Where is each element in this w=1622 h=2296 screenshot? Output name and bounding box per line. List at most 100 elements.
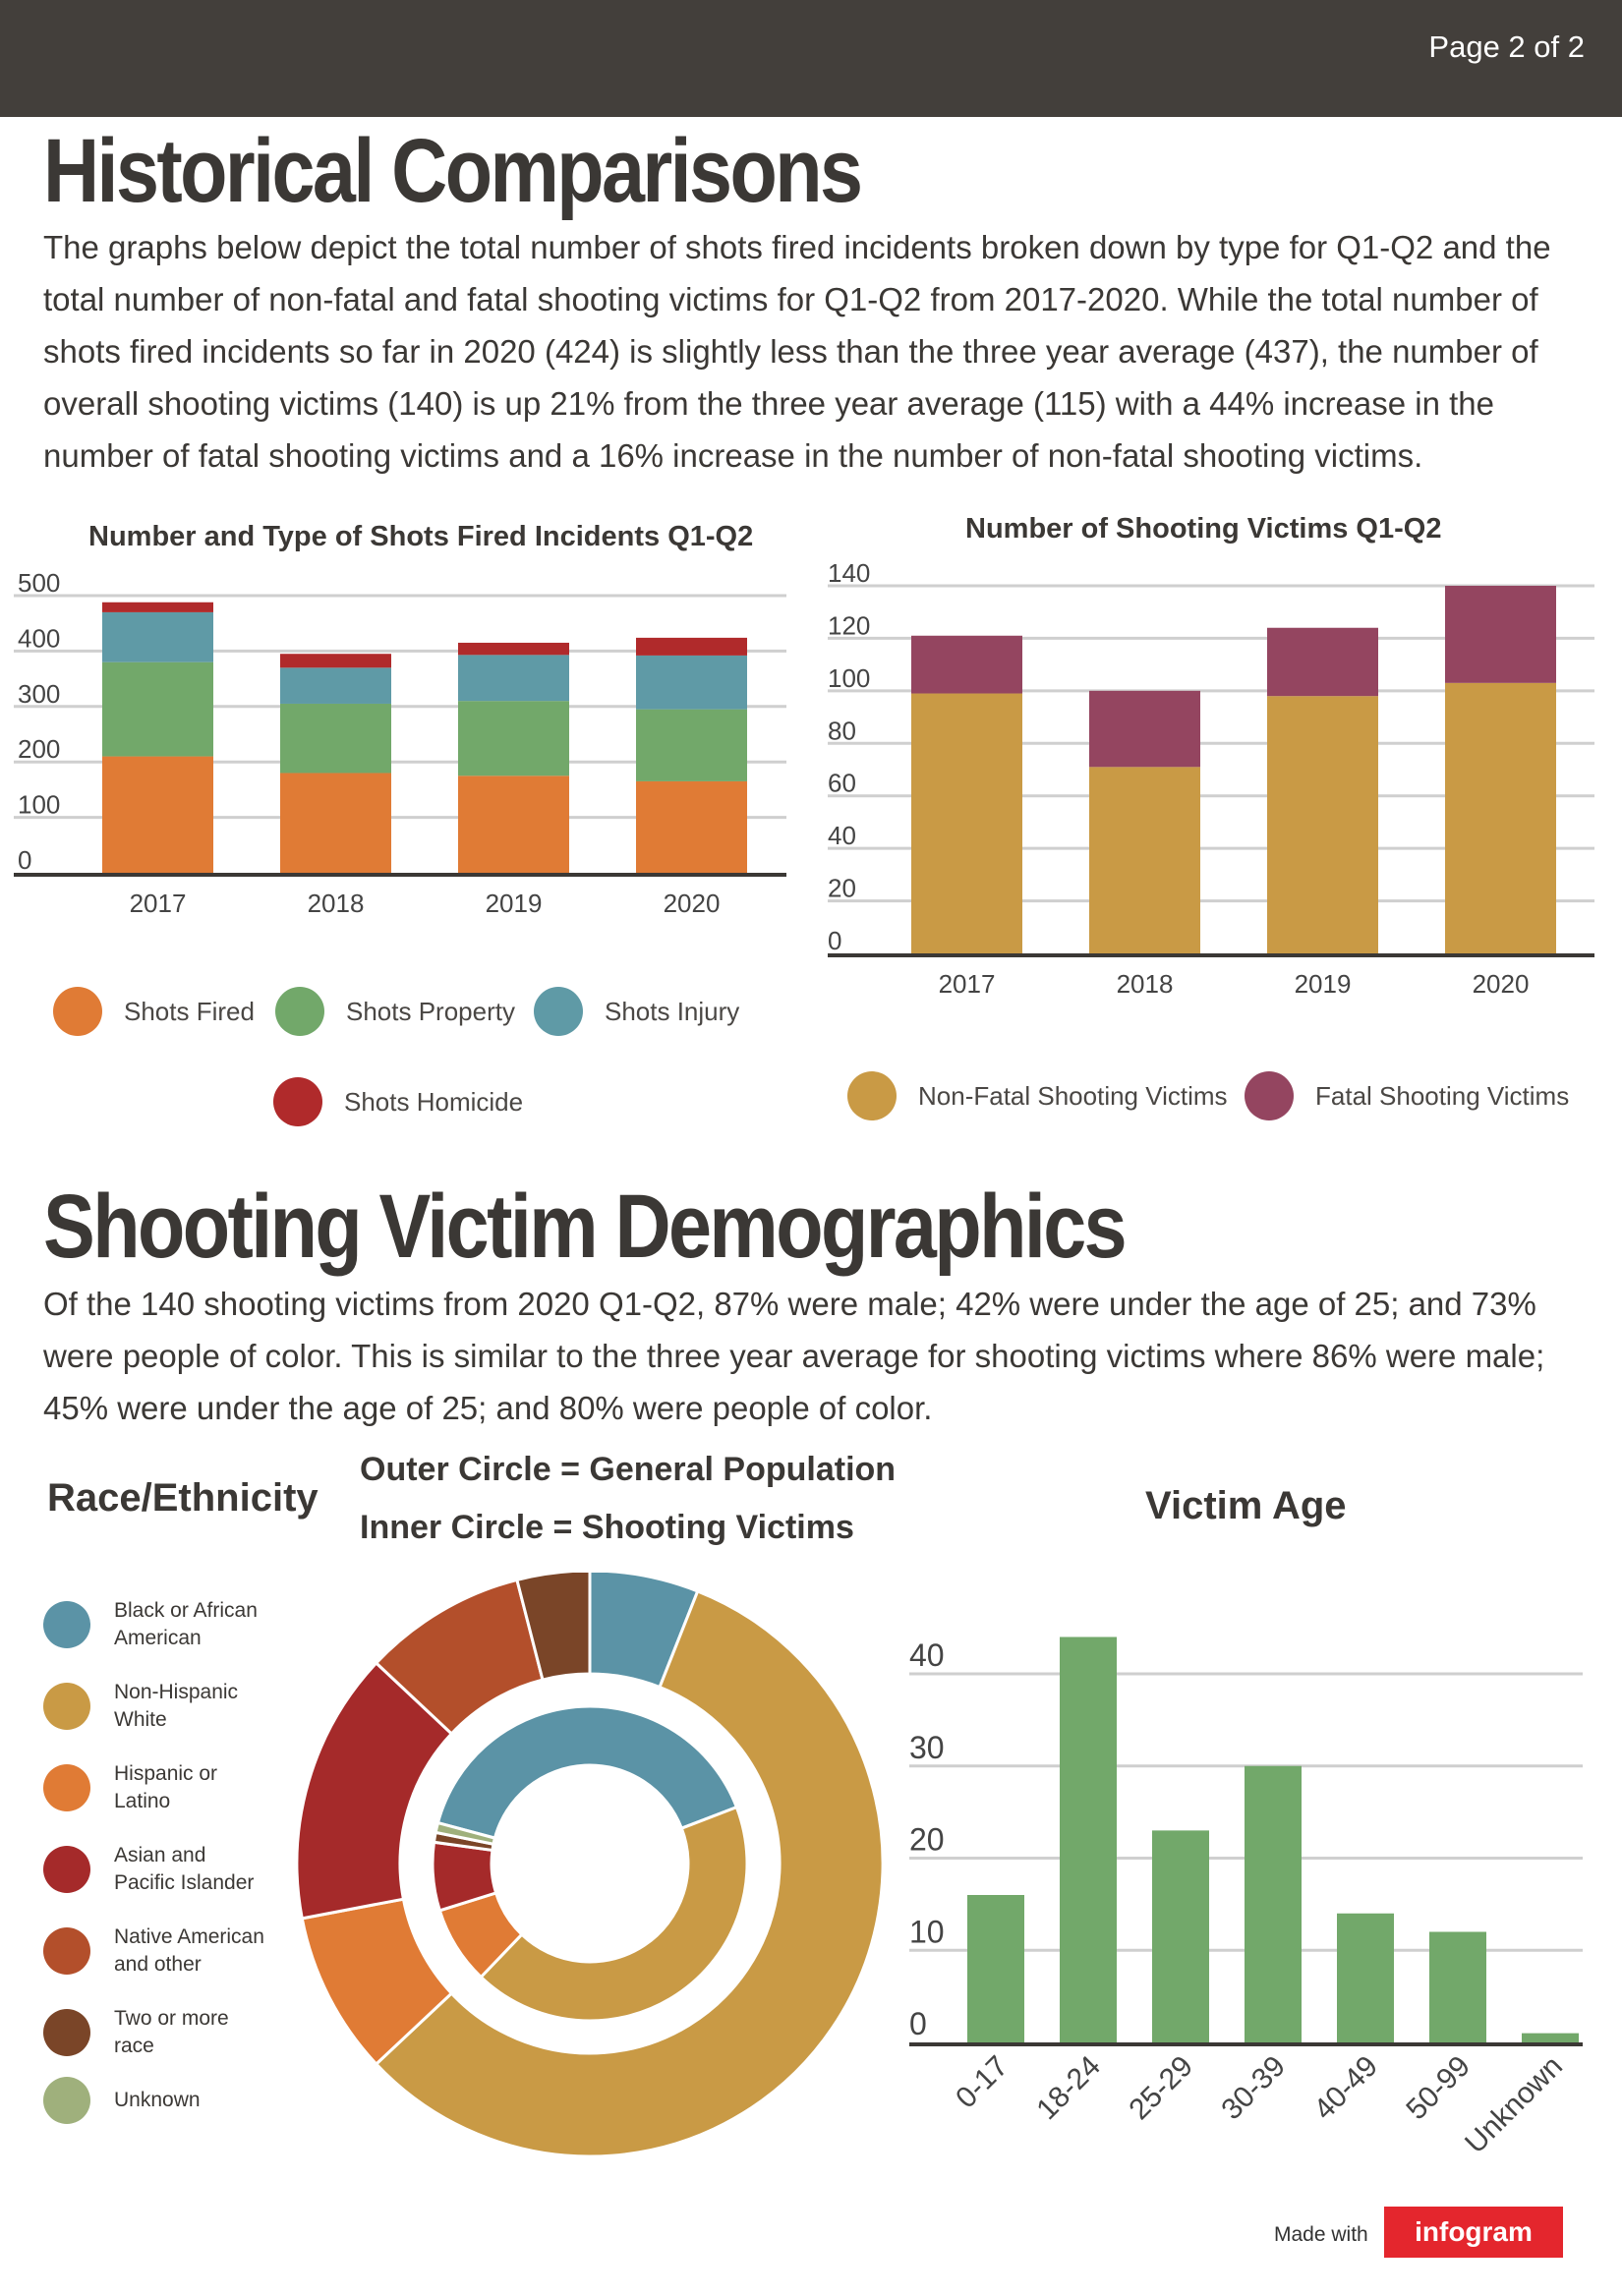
race-legend-item-hispanic-or-latino: Hispanic or Latino — [43, 1760, 271, 1815]
victims-y-tick: 100 — [828, 663, 870, 693]
shots-fired-bar-shots-injury-2018 — [280, 667, 391, 704]
shots-fired-bar-shots-homicide-2018 — [280, 654, 391, 668]
legend-label: Shots Fired — [124, 996, 255, 1026]
race-legend-item-non-hispanic-white: Non-Hispanic White — [43, 1679, 271, 1734]
victims-legend-non-fatal-shooting-victims: Non-Fatal Shooting Victims — [847, 1071, 1228, 1120]
shots-fired-legend-shots-property: Shots Property — [275, 987, 515, 1036]
made-with-label: Made with — [1274, 2223, 1368, 2246]
shooting-victims-chart: 0 20 40 60 80 100 120 140 2017 2018 2019 2020 — [828, 558, 1594, 999]
shooting-victims-chart-title: Number of Shooting Victims Q1-Q2 — [965, 513, 1442, 545]
age-x-label: Unknown — [1459, 2050, 1569, 2160]
shots-fired-y-tick: 200 — [18, 734, 60, 764]
victims-y-tick: 60 — [828, 769, 856, 798]
shots-fired-x-label: 2018 — [308, 889, 365, 918]
shots-fired-bar-shots-fired-2019 — [458, 775, 569, 873]
legend-label: Native American and other — [114, 1925, 264, 1976]
shots-fired-y-tick: 100 — [18, 790, 60, 820]
shots-fired-bar-shots-homicide-2017 — [102, 602, 213, 612]
victims-x-label: 2017 — [939, 969, 996, 999]
legend-label: Shots Property — [346, 996, 515, 1026]
race-legend-item-asian-and-pacific-islander: Asian and Pacific Islander — [43, 1842, 271, 1897]
shots-fired-x-label: 2020 — [664, 889, 721, 918]
age-y-tick: 30 — [909, 1730, 945, 1765]
shots-fired-chart: 0 100 200 300 400 500 2017 2018 2019 2020 — [14, 568, 786, 918]
shots-fired-x-label: 2019 — [486, 889, 543, 918]
victims-x-label: 2020 — [1473, 969, 1530, 999]
age-bar-40-49 — [1337, 1913, 1394, 2042]
victims-y-tick: 80 — [828, 716, 856, 745]
legend-label: Non-Hispanic White — [114, 1681, 239, 1731]
legend-swatch — [847, 1071, 897, 1120]
age-bar-0-17 — [967, 1895, 1024, 2042]
race-legend-item-black-or-african-american: Black or African American — [43, 1597, 271, 1652]
shots-fired-y-tick: 400 — [18, 623, 60, 653]
legend-label: Shots Injury — [605, 996, 740, 1026]
legend-swatch — [273, 1077, 322, 1126]
legend-label: Non-Fatal Shooting Victims — [918, 1080, 1228, 1111]
outer-ring-slice-two-or-more-race — [515, 1573, 592, 1682]
victims-x-label: 2018 — [1117, 969, 1174, 999]
legend-swatch — [534, 987, 583, 1036]
race-legend-item-two-or-more-race: Two or more race — [43, 2005, 271, 2060]
demographics-title: Shooting Victim Demographics — [43, 1177, 1128, 1277]
age-x-label: 25-29 — [1123, 2050, 1199, 2127]
shots-fired-bar-shots-homicide-2019 — [458, 642, 569, 656]
victim-age-title: Victim Age — [1145, 1484, 1347, 1527]
top-bar: Page 2 of 2 — [0, 0, 1622, 117]
age-x-label: 40-49 — [1307, 2050, 1384, 2127]
shots-fired-bar-shots-injury-2017 — [102, 611, 213, 662]
shots-fired-x-label: 2017 — [130, 889, 187, 918]
legend-swatch — [1245, 1071, 1294, 1120]
legend-label: Hispanic or Latino — [114, 1762, 218, 1812]
legend-label: Asian and Pacific Islander — [114, 1844, 255, 1894]
victims-bar-non-fatal-shooting-victims-2020 — [1445, 682, 1556, 953]
victims-bar-fatal-shooting-victims-2020 — [1445, 586, 1556, 683]
victim-age-chart: 0 10 20 30 40 0-17 18-24 25-29 30-39 40-49 50-99Un… — [909, 1636, 1583, 2160]
shots-fired-bar-shots-fired-2018 — [280, 773, 391, 873]
infogram-logo[interactable]: infogram — [1384, 2207, 1563, 2258]
shots-fired-bar-shots-fired-2017 — [102, 756, 213, 873]
race-ethnicity-title: Race/Ethnicity — [47, 1476, 319, 1520]
victims-bar-non-fatal-shooting-victims-2019 — [1267, 696, 1378, 953]
shots-fired-bar-shots-injury-2019 — [458, 655, 569, 702]
victims-bar-non-fatal-shooting-victims-2018 — [1089, 767, 1200, 953]
shots-fired-bar-shots-property-2019 — [458, 701, 569, 776]
victims-y-tick: 40 — [828, 821, 856, 850]
inner-ring-slice-black-or-african-american — [435, 1704, 739, 1840]
age-y-tick: 10 — [909, 1914, 945, 1949]
victims-bar-non-fatal-shooting-victims-2017 — [911, 693, 1022, 953]
race-donut-chart — [295, 1573, 885, 2158]
age-x-label: 30-39 — [1215, 2050, 1292, 2127]
historical-comparisons-title: Historical Comparisons — [43, 121, 863, 221]
outer-ring-slice-non-hispanic-white — [374, 1588, 885, 2158]
shots-fired-bar-shots-property-2020 — [636, 709, 747, 781]
victims-bar-fatal-shooting-victims-2017 — [911, 635, 1022, 694]
age-bar-18-24 — [1060, 1636, 1117, 2042]
shots-fired-y-tick: 300 — [18, 679, 60, 709]
shots-fired-y-tick: 0 — [18, 845, 31, 875]
victims-bar-fatal-shooting-victims-2018 — [1089, 690, 1200, 768]
legend-swatch — [43, 2077, 90, 2124]
age-y-tick: 0 — [909, 2006, 927, 2041]
legend-label: Black or African American — [114, 1599, 258, 1649]
shots-fired-legend-shots-injury: Shots Injury — [534, 987, 739, 1036]
race-legend-item-native-american-and-other: Native American and other — [43, 1923, 271, 1979]
page-indicator: Page 2 of 2 — [1428, 29, 1585, 64]
age-x-label: 18-24 — [1030, 2050, 1107, 2127]
shots-fired-bar-shots-property-2018 — [280, 703, 391, 774]
inner-ring-slice-non-hispanic-white — [479, 1805, 749, 2023]
victims-bar-fatal-shooting-victims-2019 — [1267, 627, 1378, 697]
legend-swatch — [275, 987, 324, 1036]
legend-swatch — [43, 1846, 90, 1893]
race-legend-item-unknown: Unknown — [43, 2077, 271, 2124]
age-y-tick: 40 — [909, 1637, 945, 1673]
age-x-label: 0-17 — [950, 2050, 1014, 2115]
legend-swatch — [43, 1683, 90, 1730]
legend-swatch — [43, 2009, 90, 2056]
legend-swatch — [43, 1764, 90, 1811]
legend-swatch — [53, 987, 102, 1036]
inner-ring-slice-unknown — [434, 1820, 497, 1847]
demographics-paragraph: Of the 140 shooting victims from 2020 Q1… — [43, 1286, 1545, 1426]
victims-x-label: 2019 — [1295, 969, 1352, 999]
victims-y-tick: 120 — [828, 610, 870, 640]
